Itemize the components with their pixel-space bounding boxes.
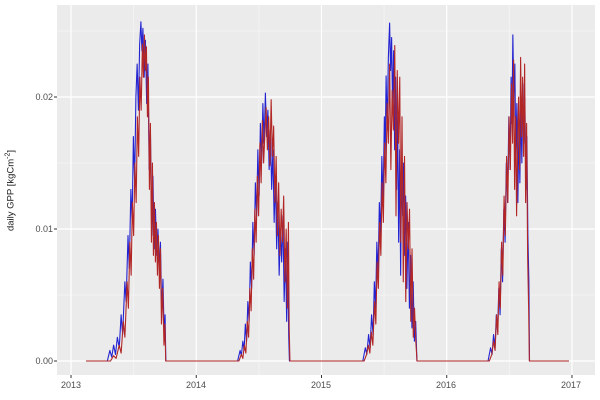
y-axis-title-text: daily GPP [kgCm <box>5 158 17 232</box>
y-tick-label-001: 0.01 <box>35 224 53 234</box>
x-tick-label-2017: 2017 <box>560 380 582 390</box>
x-tick-label-2015: 2015 <box>310 380 332 390</box>
x-tick-label-2016: 2016 <box>435 380 457 390</box>
x-tick-label-2013: 2013 <box>60 380 82 390</box>
y-axis-title: daily GPP [kgCm-2] <box>5 1 20 381</box>
red-series-line <box>86 34 569 362</box>
x-tick-label-2014: 2014 <box>185 380 207 390</box>
y-axis-title-close: ] <box>5 149 17 153</box>
plot-panel <box>57 5 595 375</box>
y-axis-title-superscript: -2 <box>4 152 12 159</box>
y-tick-label-000: 0.00 <box>35 356 53 366</box>
y-tick-label-002: 0.02 <box>35 92 53 102</box>
